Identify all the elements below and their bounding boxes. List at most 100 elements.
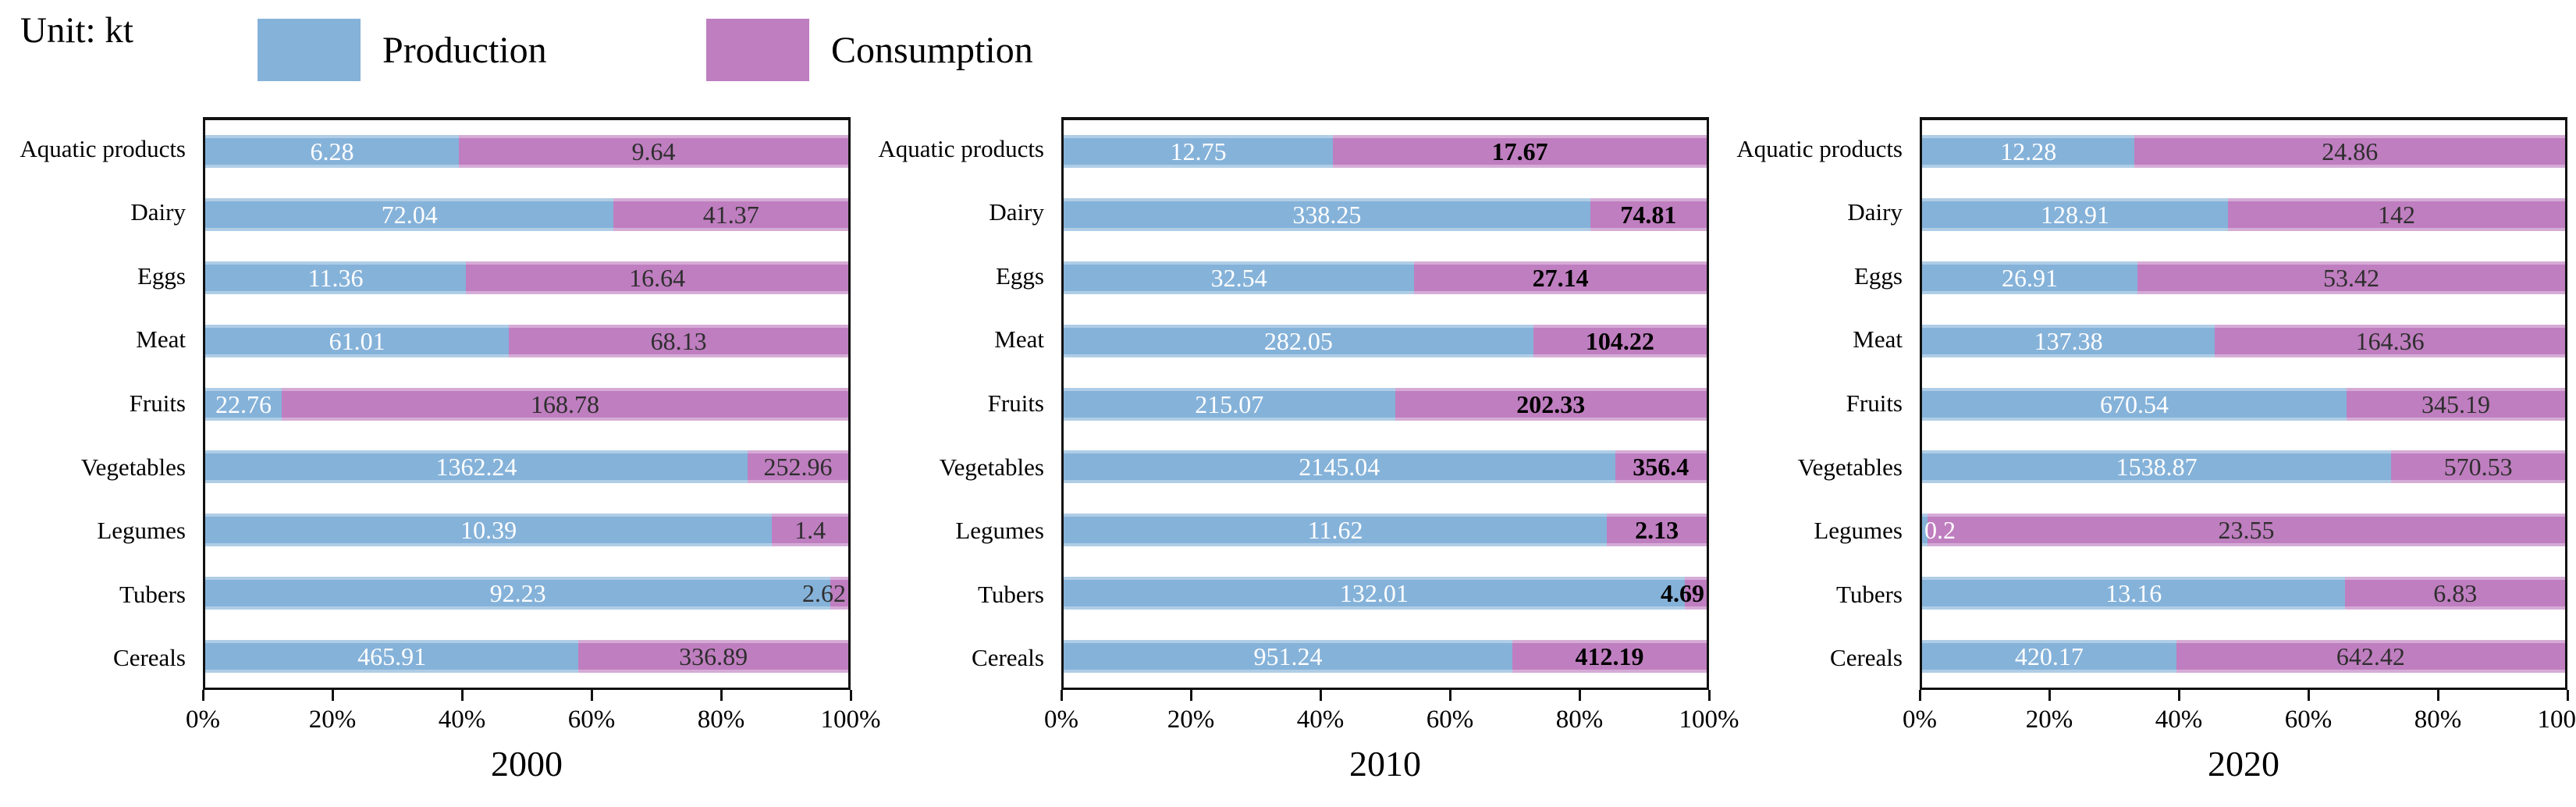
x-tick-mark: [2177, 690, 2180, 701]
bar-row: 132.01 4.69: [1064, 561, 1707, 624]
production-segment: [1922, 514, 1928, 547]
consumption-segment: [1533, 324, 1707, 357]
unit-label: Unit: kt: [20, 10, 133, 51]
production-segment: [205, 261, 467, 294]
consumption-segment: [1395, 387, 1707, 421]
bar-row: 338.25 74.81: [1064, 183, 1707, 247]
bar-row: 670.54 345.19: [1922, 372, 2565, 435]
category-label: Fruits: [129, 389, 186, 418]
category-label: Cereals: [972, 644, 1044, 672]
production-value-label: 6.28: [310, 137, 354, 166]
consumption-value-label: 17.67: [1491, 137, 1548, 166]
category-label: Tubers: [119, 580, 186, 608]
production-value-label: 137.38: [2034, 326, 2103, 355]
bar-row: 420.17 642.42: [1922, 624, 2565, 688]
stacked-bar: 10.39 1.4: [205, 514, 848, 547]
consumption-segment: [281, 387, 848, 421]
bar-row: 12.28 24.86: [1922, 120, 2565, 183]
production-segment: [1064, 639, 1512, 673]
consumption-value-label: 2.13: [1635, 516, 1679, 545]
bar-row: 92.23 2.62: [205, 561, 848, 624]
production-segment: [205, 514, 773, 547]
production-value-label: 22.76: [215, 389, 272, 418]
plot-frame: 6.28 9.64 72.04 41.37 11.36 16.64 61.01 68.13 22…: [203, 117, 851, 690]
category-label: Legumes: [955, 517, 1044, 545]
consumption-value-label: 53.42: [2323, 263, 2380, 292]
x-tick-mark: [1319, 690, 1322, 701]
consumption-segment: [466, 261, 848, 294]
chart-panel-2000: 6.28 9.64 72.04 41.37 11.36 16.64 61.01 68.13 22…: [0, 0, 881, 807]
bar-row: 61.01 68.13: [205, 309, 848, 372]
year-label: 2000: [491, 744, 563, 784]
production-segment: [1064, 324, 1533, 357]
category-label: Dairy: [130, 198, 186, 226]
x-tick-label: 0%: [1903, 706, 1937, 734]
x-tick-mark: [2436, 690, 2439, 701]
consumption-value-label: 1.4: [794, 516, 826, 545]
chart-panel-2010: 12.75 17.67 338.25 74.81 32.54 27.14 282.05 104…: [858, 0, 1739, 807]
stacked-bar: 11.36 16.64: [205, 261, 848, 294]
production-value-label: 282.05: [1263, 326, 1333, 355]
consumption-segment: [578, 639, 848, 673]
category-label: Dairy: [1847, 198, 1903, 226]
category-label: Tubers: [978, 580, 1044, 608]
consumption-segment: [2215, 324, 2565, 357]
bar-row: 465.91 336.89: [205, 624, 848, 688]
consumption-segment: [2391, 450, 2565, 484]
production-segment: [1922, 639, 2176, 673]
bar-row: 72.04 41.37: [205, 183, 848, 247]
bar-row: 1362.24 252.96: [205, 435, 848, 499]
stacked-bar: 12.28 24.86: [1922, 135, 2565, 169]
production-value-label: 670.54: [2099, 389, 2169, 418]
category-label: Eggs: [1854, 262, 1903, 290]
year-label: 2020: [2208, 744, 2279, 784]
consumption-value-label: 202.33: [1516, 389, 1586, 418]
bar-row: 22.76 168.78: [205, 372, 848, 435]
stacked-bar: 282.05 104.22: [1064, 324, 1707, 357]
production-segment: [1922, 324, 2215, 357]
production-value-label: 12.28: [2000, 137, 2057, 166]
production-value-label: 11.36: [307, 263, 364, 292]
stacked-bar: 92.23 2.62: [205, 576, 848, 610]
production-segment: [1922, 135, 2135, 169]
x-tick-mark: [1918, 690, 1921, 701]
production-segment: [1922, 261, 2138, 294]
stacked-bar: 32.54 27.14: [1064, 261, 1707, 294]
x-tick-label: 40%: [1296, 706, 1345, 734]
production-value-label: 465.91: [357, 642, 427, 670]
category-label: Dairy: [989, 198, 1044, 226]
x-tick-label: 100%: [820, 706, 881, 734]
consumption-segment: [2346, 387, 2565, 421]
plot-frame: 12.75 17.67 338.25 74.81 32.54 27.14 282.05 104…: [1061, 117, 1709, 690]
production-segment: [1064, 576, 1685, 610]
consumption-value-label: 104.22: [1585, 326, 1654, 355]
x-tick-label: 20%: [2025, 706, 2073, 734]
x-tick-label: 100%: [1679, 706, 1739, 734]
x-tick-mark: [1707, 690, 1711, 701]
stacked-bar: 338.25 74.81: [1064, 198, 1707, 232]
stacked-bar: 132.01 4.69: [1064, 576, 1707, 610]
bar-row: 13.16 6.83: [1922, 561, 2565, 624]
consumption-value-label: 252.96: [763, 453, 833, 482]
consumption-value-label: 164.36: [2355, 326, 2425, 355]
year-label: 2010: [1349, 744, 1421, 784]
category-label: Aquatic products: [20, 134, 186, 162]
consumption-value-label: 68.13: [650, 326, 707, 355]
category-label: Tubers: [1836, 580, 1903, 608]
x-tick-label: 100%: [2537, 706, 2576, 734]
category-label: Vegetables: [80, 453, 186, 481]
production-segment: [1064, 198, 1590, 232]
category-label: Fruits: [987, 389, 1044, 418]
category-label: Vegetables: [1797, 453, 1903, 481]
x-tick-mark: [201, 690, 204, 701]
consumption-value-label: 2.62: [802, 578, 846, 607]
production-value-label: 10.39: [460, 516, 517, 545]
consumption-segment: [2176, 639, 2565, 673]
production-value-label: 13.16: [2105, 578, 2162, 607]
category-label: Legumes: [97, 517, 186, 545]
category-label: Meat: [994, 325, 1044, 354]
production-value-label: 92.23: [489, 578, 546, 607]
legend-item-production: Production: [258, 19, 547, 81]
production-value-label: 0.2: [1924, 516, 1956, 545]
production-value-label: 2145.04: [1299, 453, 1380, 482]
